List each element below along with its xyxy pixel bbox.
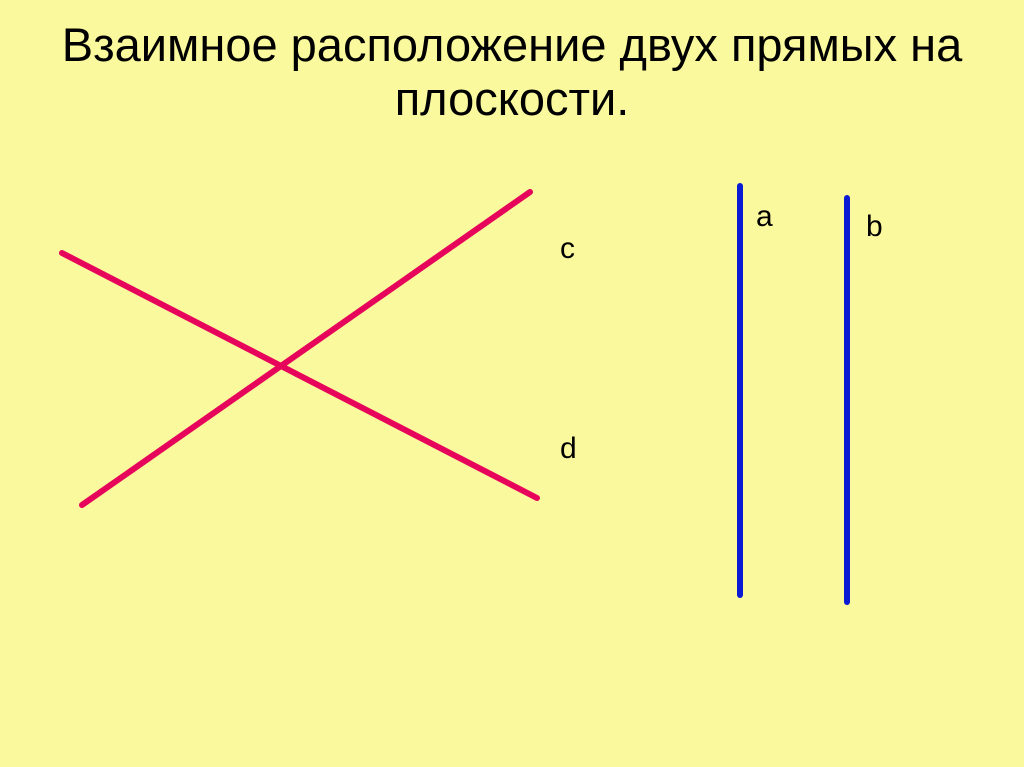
slide: Взаимное расположение двух прямых на пло… [0,0,1024,767]
label-c: c [560,232,575,266]
label-d: d [560,432,577,466]
label-b: b [866,210,883,244]
diagram-canvas [0,0,1024,767]
line-c [62,253,537,498]
label-a: a [756,200,773,234]
